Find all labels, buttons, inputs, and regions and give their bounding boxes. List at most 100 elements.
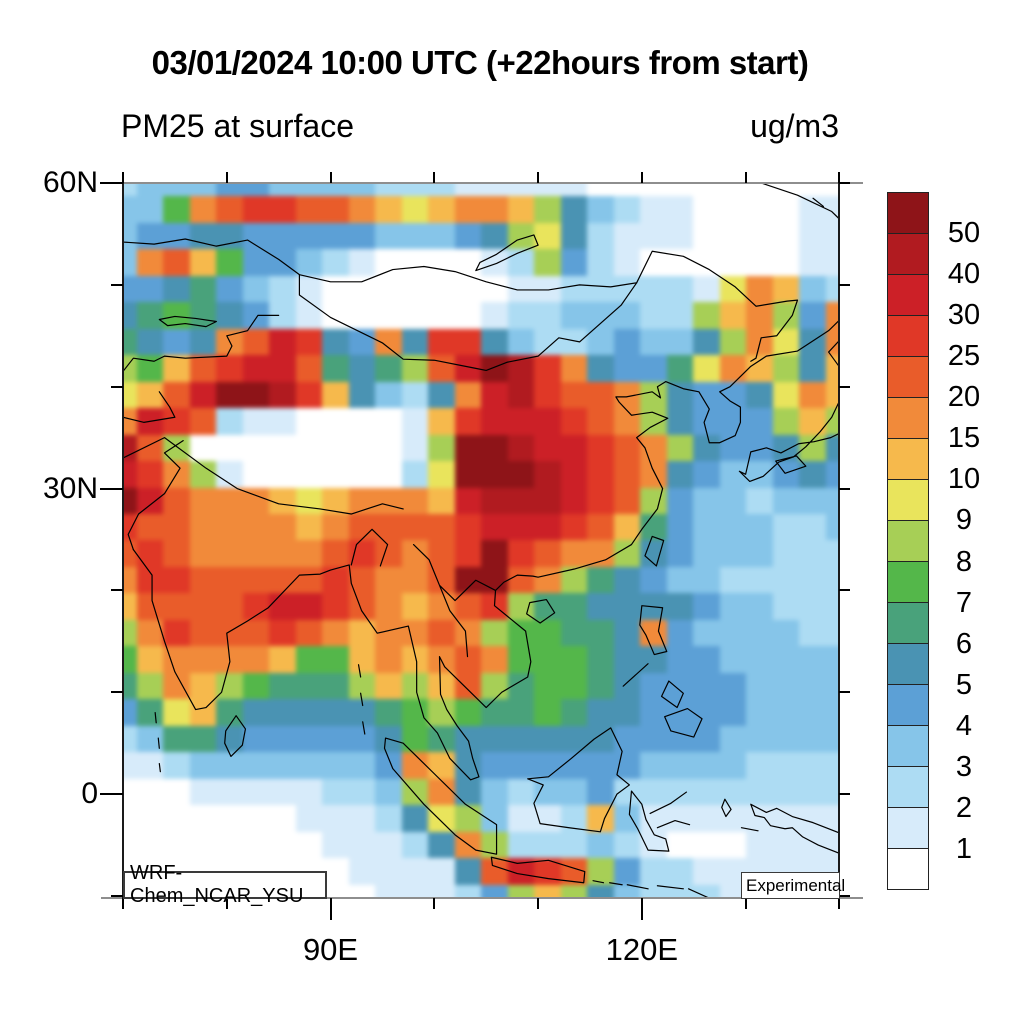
tick-mark [839, 283, 850, 286]
grid-cell [772, 275, 799, 303]
grid-cell [746, 725, 773, 753]
grid-cell [163, 831, 190, 859]
grid-cell [295, 381, 322, 409]
grid-cell [428, 858, 455, 885]
grid-cell [242, 619, 269, 647]
grid-cell [401, 183, 428, 197]
coastline-sulawesi [629, 791, 689, 851]
grid-cell [216, 831, 243, 859]
tick-mark [100, 182, 123, 184]
grid-cell [322, 381, 349, 409]
grid-cell [693, 434, 720, 462]
grid-cell [269, 699, 296, 726]
grid-cell [587, 672, 614, 700]
grid-cell [428, 196, 455, 223]
grid-cell [534, 302, 561, 329]
grid-cell [587, 328, 614, 356]
grid-cell [825, 381, 839, 409]
grid-cell [375, 646, 402, 673]
grid-cell [640, 831, 667, 859]
grid-cell [507, 805, 534, 832]
grid-cell [401, 752, 428, 779]
grid-cell [481, 196, 508, 223]
grid-cell [123, 355, 137, 382]
grid-cell [295, 408, 322, 435]
grid-cell [348, 183, 375, 197]
grid-cell [189, 831, 216, 859]
grid-cell [799, 540, 826, 567]
grid-cell [640, 858, 667, 885]
grid-cell [693, 672, 720, 700]
grid-cell [534, 725, 561, 753]
grid-cell [772, 249, 799, 276]
grid-cell [269, 805, 296, 832]
grid-cell [242, 699, 269, 726]
grid-cell [348, 540, 375, 567]
grid-cell [640, 196, 667, 223]
grid-cell [799, 672, 826, 700]
grid-cell [428, 752, 455, 779]
grid-cell [693, 619, 720, 647]
grid-cell [401, 593, 428, 620]
grid-cell [295, 302, 322, 329]
grid-cell [189, 725, 216, 753]
grid-cell [163, 514, 190, 541]
grid-cell [322, 434, 349, 462]
grid-cell [322, 725, 349, 753]
grid-cell [613, 355, 640, 382]
tick-mark [433, 172, 436, 183]
grid-cell [375, 196, 402, 223]
grid-cell [507, 884, 534, 898]
grid-cell [693, 196, 720, 223]
grid-cell [269, 619, 296, 647]
grid-cell [295, 249, 322, 276]
grid-cell [322, 672, 349, 700]
grid-cell [799, 646, 826, 673]
grid-cell [428, 183, 455, 197]
grid-cell [295, 725, 322, 753]
grid-cell [401, 275, 428, 303]
grid-cell [534, 831, 561, 859]
grid-cell [295, 514, 322, 541]
grid-cell [454, 672, 481, 700]
colorbar-segment [888, 398, 928, 439]
grid-cell [719, 699, 746, 726]
coastline-java [491, 857, 713, 898]
grid-cell [560, 461, 587, 488]
grid-cell [613, 884, 640, 898]
grid-cell [242, 725, 269, 753]
grid-cell [772, 408, 799, 435]
grid-cell [322, 646, 349, 673]
tick-mark [433, 898, 436, 909]
grid-cell [163, 672, 190, 700]
grid-cell [348, 381, 375, 409]
grid-cell [507, 408, 534, 435]
grid-cell [666, 222, 693, 250]
grid-cell [123, 183, 137, 197]
grid-cell [123, 408, 137, 435]
grid-cell [746, 831, 773, 859]
grid-cell [189, 805, 216, 832]
grid-cell [666, 646, 693, 673]
grid-cell [242, 249, 269, 276]
grid-cell [163, 355, 190, 382]
grid-cell [163, 619, 190, 647]
colorbar [887, 192, 929, 890]
grid-cell [295, 540, 322, 567]
grid-cell [507, 434, 534, 462]
grid-cell [189, 196, 216, 223]
tick-mark [640, 898, 643, 920]
grid-cell [136, 328, 163, 356]
grid-cell [719, 540, 746, 567]
grid-cell [693, 461, 720, 488]
colorbar-segment [888, 521, 928, 562]
grid-cell [613, 672, 640, 700]
grid-cell [454, 725, 481, 753]
grid-cell [534, 461, 561, 488]
grid-cell [401, 196, 428, 223]
colorbar-label: 9 [955, 504, 973, 537]
grid-cell [428, 461, 455, 488]
grid-cell [666, 487, 693, 515]
frame-top-line [101, 182, 863, 184]
grid-cell [401, 381, 428, 409]
